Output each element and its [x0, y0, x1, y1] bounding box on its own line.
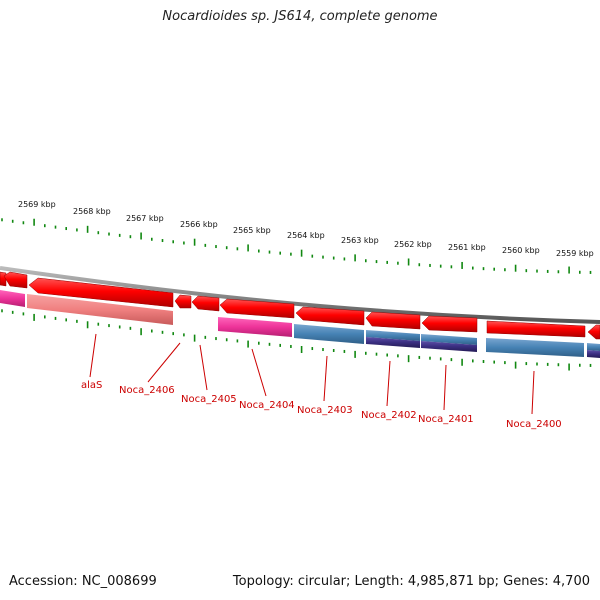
- feature-track[interactable]: [0, 290, 600, 358]
- gene-label-alaS[interactable]: alaS: [81, 380, 102, 391]
- leader-line: [89, 333, 97, 378]
- scale-label: 2563 kbp: [341, 236, 379, 245]
- feature-bar-noca-2402[interactable]: [366, 330, 420, 341]
- scale-label: 2566 kbp: [180, 220, 218, 229]
- feature-bar-alaS[interactable]: [27, 294, 173, 325]
- feature-bar-noca-2401-purple[interactable]: [421, 341, 477, 352]
- upper-scale-ticks: [1, 218, 592, 274]
- scale-label: 2565 kbp: [233, 226, 271, 235]
- feature-bar[interactable]: [0, 290, 25, 307]
- feature-bar-noca-2401[interactable]: [421, 334, 477, 345]
- gene-labels[interactable]: alaS Noca_2406 Noca_2405 Noca_2404 Noca_…: [81, 380, 562, 430]
- scale-label: 2568 kbp: [73, 207, 111, 216]
- cds-track[interactable]: [0, 271, 600, 340]
- leader-line: [323, 355, 328, 402]
- label-leaders: [89, 333, 535, 415]
- scale-labels: 2569 kbp 2568 kbp 2567 kbp 2566 kbp 2565…: [18, 200, 594, 258]
- feature-bar-noca-2403[interactable]: [294, 324, 364, 344]
- gene-arrow[interactable]: [0, 271, 7, 287]
- lower-scale-ticks: [1, 309, 592, 371]
- scale-label: 2561 kbp: [448, 243, 486, 252]
- scale-label: 2564 kbp: [287, 231, 325, 240]
- gene-arrow-noca-2404[interactable]: [219, 298, 295, 319]
- leader-line: [199, 344, 208, 391]
- leader-line: [147, 342, 181, 383]
- gene-arrow-noca-2402[interactable]: [365, 311, 421, 330]
- gene-label-noca-2404[interactable]: Noca_2404: [239, 400, 295, 411]
- gene-label-noca-2403[interactable]: Noca_2403: [297, 405, 353, 416]
- gene-label-noca-2402[interactable]: Noca_2402: [361, 410, 417, 421]
- leader-line: [531, 370, 535, 415]
- accession-text: Accession: NC_008699: [9, 574, 157, 589]
- gene-label-noca-2406[interactable]: Noca_2406: [119, 385, 175, 396]
- feature-bar-noca-2404[interactable]: [218, 317, 292, 337]
- scale-label: 2569 kbp: [18, 200, 56, 209]
- gene-arrow-noca-2403[interactable]: [295, 306, 365, 326]
- leader-line: [386, 360, 391, 407]
- gene-label-noca-2400[interactable]: Noca_2400: [506, 419, 562, 430]
- leader-line: [443, 364, 447, 411]
- gene-label-noca-2401[interactable]: Noca_2401: [418, 414, 474, 425]
- gene-arrow-alaS[interactable]: [28, 277, 174, 308]
- gene-arrow[interactable]: [3, 271, 28, 289]
- scale-label: 2562 kbp: [394, 240, 432, 249]
- leader-line: [251, 348, 267, 397]
- map-title: Nocardioides sp. JS614, complete genome: [162, 9, 438, 24]
- scale-label: 2567 kbp: [126, 214, 164, 223]
- scale-label: 2560 kbp: [502, 246, 540, 255]
- gene-arrow-noca-2400[interactable]: [486, 320, 586, 338]
- gene-label-noca-2405[interactable]: Noca_2405: [181, 394, 237, 405]
- feature-bar-noca-2402-purple[interactable]: [366, 337, 420, 348]
- gene-arrow-noca-2406[interactable]: [174, 294, 192, 309]
- genome-backbone: [0, 266, 600, 324]
- scale-label: 2559 kbp: [556, 249, 594, 258]
- feature-bar-purple[interactable]: [587, 350, 600, 358]
- feature-bar[interactable]: [587, 343, 600, 351]
- gene-arrow[interactable]: [587, 324, 600, 340]
- feature-bar-noca-2400[interactable]: [486, 338, 584, 357]
- gene-arrow-noca-2405[interactable]: [191, 295, 220, 312]
- gene-arrow-noca-2401[interactable]: [421, 315, 478, 333]
- topology-text: Topology: circular; Length: 4,985,871 bp…: [232, 574, 590, 589]
